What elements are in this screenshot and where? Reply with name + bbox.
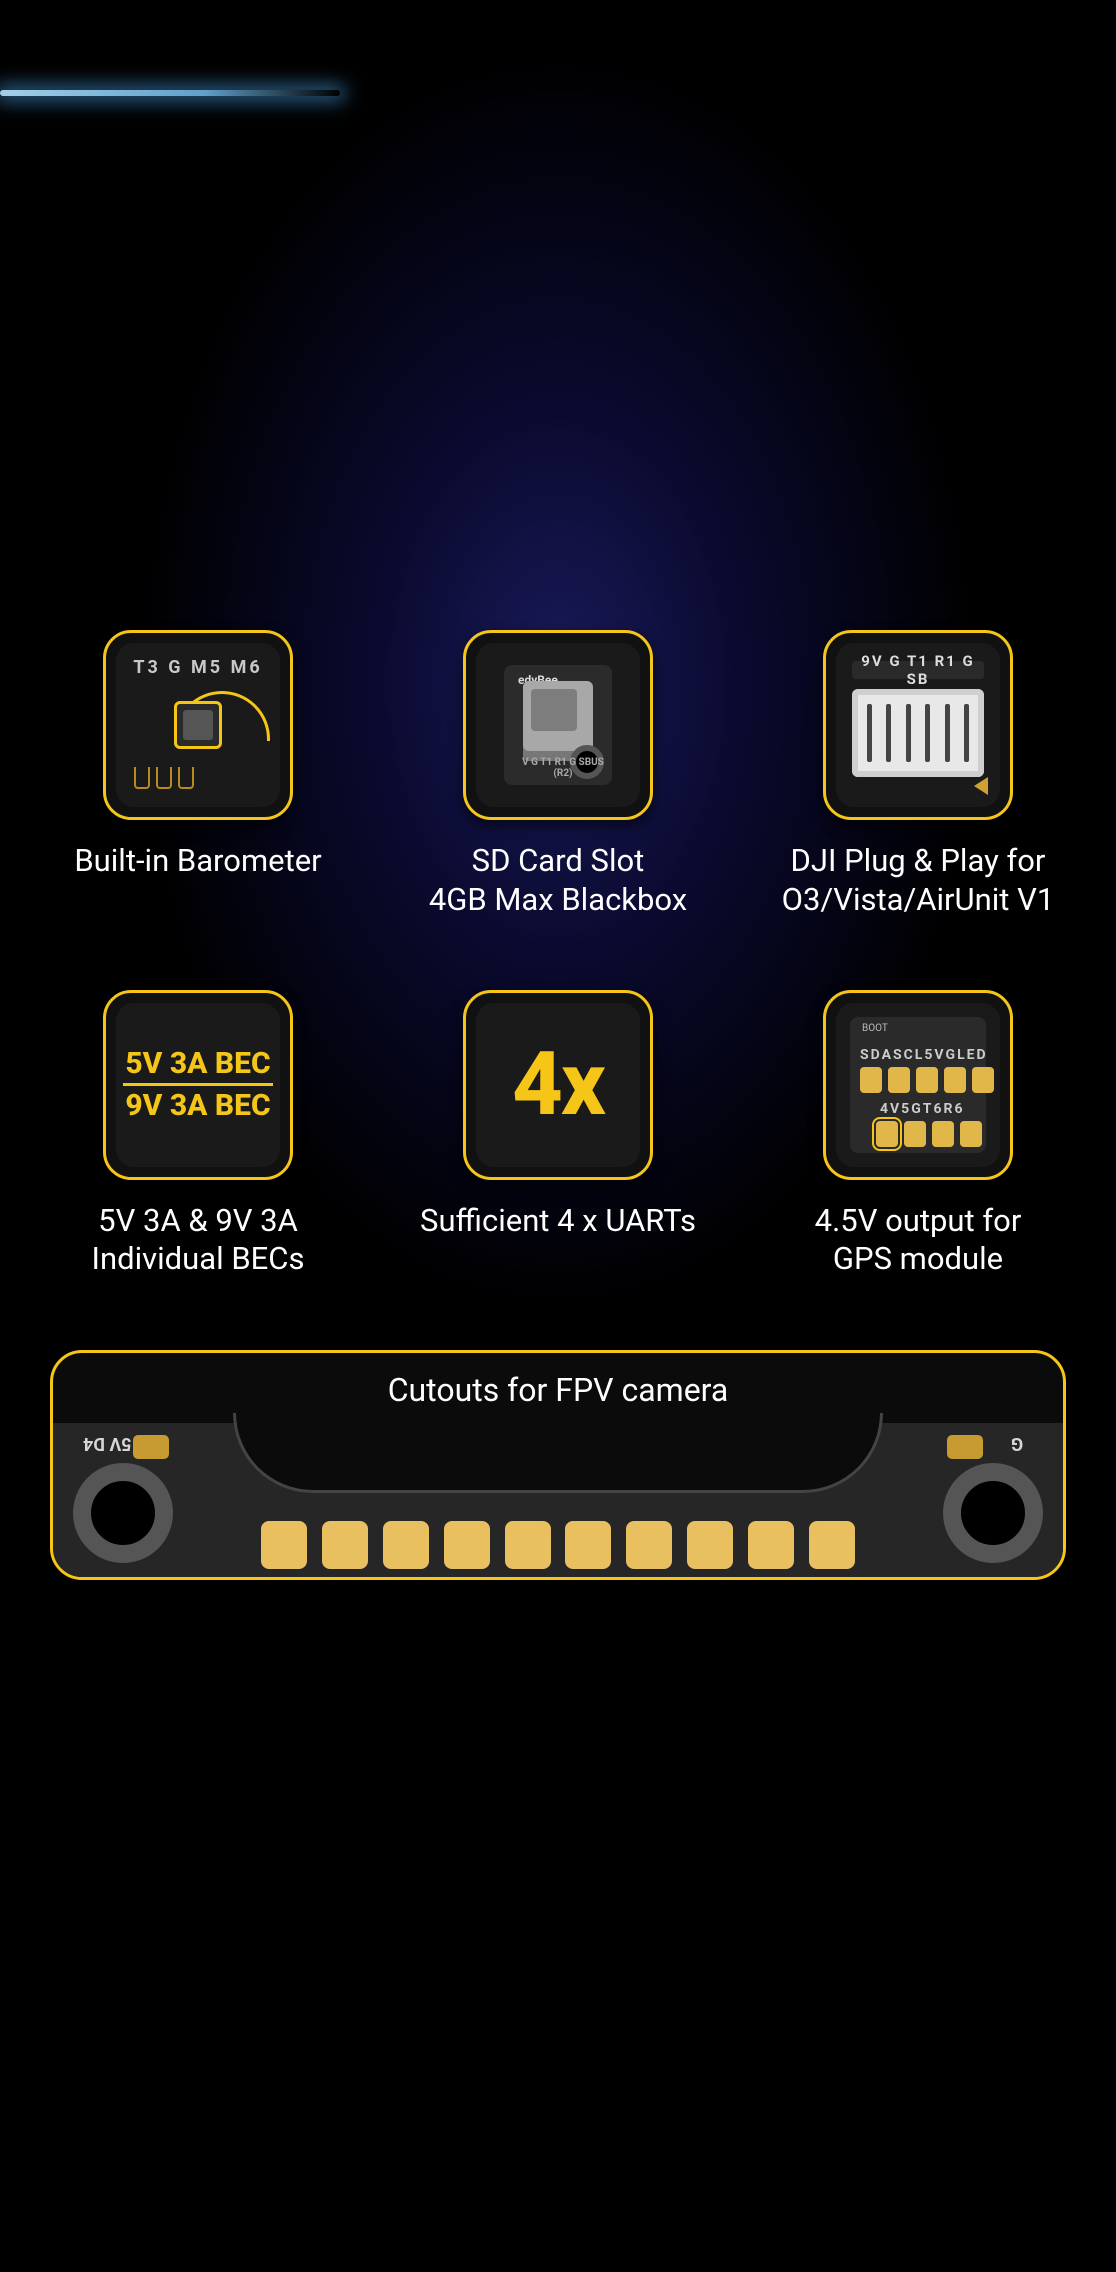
- cutout-hole-left: [73, 1463, 173, 1563]
- gps-pcb: BOOT SDA SCL 5V G LED 4V5 G T6 R6: [850, 1017, 986, 1153]
- cutout-pad: [322, 1521, 368, 1569]
- feature-gps: BOOT SDA SCL 5V G LED 4V5 G T6 R6: [748, 990, 1088, 1280]
- cutout-pad: [748, 1521, 794, 1569]
- cutout-pad: [809, 1521, 855, 1569]
- barometer-silk: T3 G M5 M6: [130, 657, 266, 678]
- cutout-pad-label: R3: [774, 1573, 793, 1580]
- dji-pin-labels: 9V G T1 R1 G SB: [852, 661, 984, 679]
- feature-bec: 5V 3A BEC 9V 3A BEC 5V 3A & 9V 3A Indivi…: [28, 990, 368, 1280]
- uarts-4x-text: 4x: [512, 1033, 604, 1136]
- sdcard-tile: edyBee V G T1 R1 G SBUS (R2): [463, 630, 653, 820]
- cutout-pads: [261, 1521, 855, 1569]
- cutout-pcb-strip: 5V D4 G 5V G CAM CC PS 3V3 G 4V5 R3 T3: [50, 1423, 1066, 1580]
- feature-uarts: 4x Sufficient 4 x UARTs: [388, 990, 728, 1280]
- cutout-pad-label: 5V: [261, 1573, 281, 1580]
- dji-tile: 9V G T1 R1 G SB: [823, 630, 1013, 820]
- cutout-pad-label: G: [650, 1573, 661, 1580]
- cutout-arc: [233, 1413, 883, 1493]
- feature-dji: 9V G T1 R1 G SB DJI Plug & Play for O3/V…: [748, 630, 1088, 920]
- bec-tile: 5V 3A BEC 9V 3A BEC: [103, 990, 293, 1180]
- cutout-pad: [444, 1521, 490, 1569]
- gps-tile: BOOT SDA SCL 5V G LED 4V5 G T6 R6: [823, 990, 1013, 1180]
- feature-barometer: T3 G M5 M6 Built-in Barometer: [28, 630, 368, 920]
- cutout-pad-label: PS: [517, 1573, 537, 1580]
- dji-connector-icon: [852, 689, 984, 777]
- cutout-pad-label: CAM: [376, 1573, 411, 1580]
- cutout-pad: [261, 1521, 307, 1569]
- cutout-pad-label: G: [323, 1573, 334, 1580]
- cutout-silk-left: 5V D4: [83, 1433, 132, 1454]
- cutout-pad: [687, 1521, 733, 1569]
- bec-line-5v: 5V 3A BEC: [125, 1046, 270, 1081]
- cutout-pad-labels: 5V G CAM CC PS 3V3 G 4V5 R3 T3: [261, 1573, 855, 1580]
- gps-row1-labels: SDA SCL 5V G LED: [860, 1047, 976, 1063]
- cutout-silk-right: G: [1011, 1433, 1023, 1454]
- bec-line-9v: 9V 3A BEC: [125, 1088, 270, 1123]
- gps-row2-labels: 4V5 G T6 R6: [860, 1101, 976, 1117]
- barometer-label: Built-in Barometer: [74, 842, 321, 881]
- dji-arrow-icon: [974, 777, 988, 795]
- sdcard-bottom-silk: V G T1 R1 G SBUS (R2): [514, 757, 612, 779]
- cutout-hole-right: [943, 1463, 1043, 1563]
- cutout-pad-label: 4V5: [703, 1573, 732, 1580]
- cutout-pad: [565, 1521, 611, 1569]
- cutout-pad: [505, 1521, 551, 1569]
- dji-label: DJI Plug & Play for O3/Vista/AirUnit V1: [782, 842, 1055, 920]
- cutout-card: Cutouts for FPV camera 5V D4 G 5V G CAM CC P…: [50, 1350, 1066, 1580]
- gps-pads-row2: [876, 1121, 982, 1147]
- sdcard-pcb: edyBee V G T1 R1 G SBUS (R2): [504, 665, 612, 785]
- cutout-pad-label: CC: [453, 1573, 474, 1580]
- uarts-label: Sufficient 4 x UARTs: [420, 1202, 696, 1241]
- cutout-pad: [626, 1521, 672, 1569]
- top-glow: [0, 90, 340, 96]
- cutout-title: Cutouts for FPV camera: [53, 1353, 1063, 1409]
- uarts-tile: 4x: [463, 990, 653, 1180]
- barometer-traces: [134, 767, 194, 789]
- gps-label: 4.5V output for GPS module: [815, 1202, 1022, 1280]
- sdcard-label: SD Card Slot 4GB Max Blackbox: [429, 842, 687, 920]
- gps-boot-silk: BOOT: [862, 1023, 888, 1034]
- bec-label: 5V 3A & 9V 3A Individual BECs: [92, 1202, 305, 1280]
- cutout-chip-right: [947, 1435, 983, 1459]
- barometer-chip-icon: [174, 701, 222, 749]
- cutout-pad-label: 3V3: [579, 1573, 608, 1580]
- cutout-pad: [383, 1521, 429, 1569]
- cutout-pad-label: T3: [836, 1573, 855, 1580]
- barometer-tile: T3 G M5 M6: [103, 630, 293, 820]
- gps-pads-row1: [860, 1067, 994, 1093]
- cutout-chip-left: [133, 1435, 169, 1459]
- feature-grid: T3 G M5 M6 Built-in Barometer edyBee V G…: [0, 630, 1116, 1279]
- feature-sdcard: edyBee V G T1 R1 G SBUS (R2) SD Card Slo…: [388, 630, 728, 920]
- bec-divider: [123, 1083, 273, 1086]
